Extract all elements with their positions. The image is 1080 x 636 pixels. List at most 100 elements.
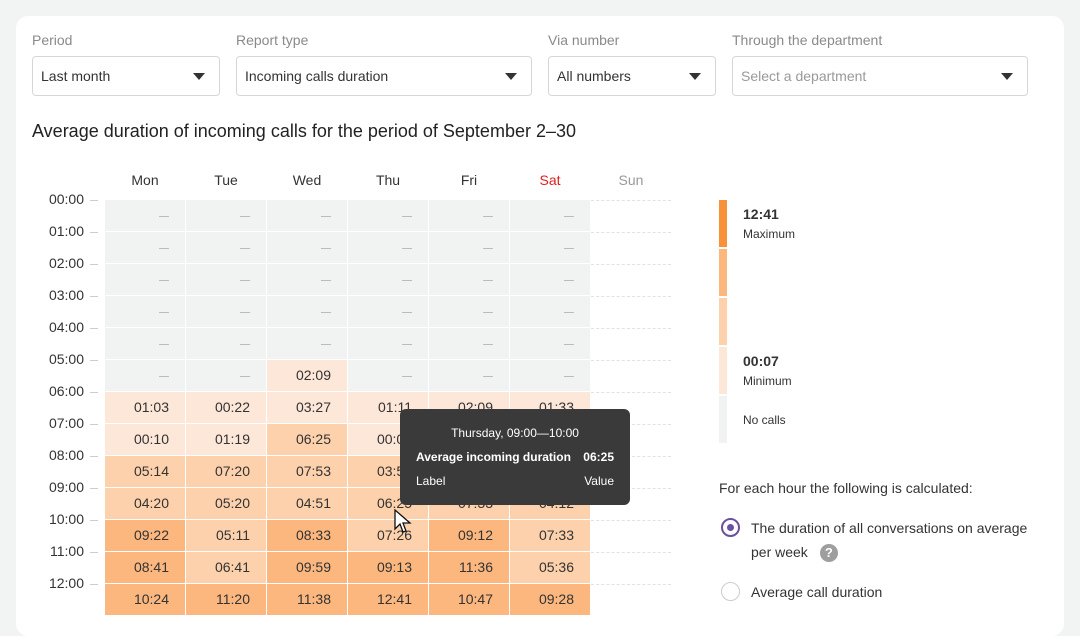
heatmap-cell[interactable] [105, 328, 185, 359]
heatmap-cell[interactable] [348, 328, 428, 359]
no-calls-dash [240, 311, 250, 313]
heatmap-cell[interactable] [105, 264, 185, 295]
heatmap-cell[interactable] [510, 328, 590, 359]
heatmap-cell[interactable] [267, 264, 347, 295]
legend-level-4 [719, 200, 727, 247]
legend-no-calls-label: No calls [743, 413, 786, 427]
help-icon[interactable]: ? [819, 544, 838, 563]
heatmap-cell[interactable] [348, 296, 428, 327]
heatmap-cell[interactable] [267, 232, 347, 263]
hour-label: 12:00 [48, 575, 84, 591]
hour-tick [90, 200, 98, 201]
heatmap-cell[interactable]: 01:03 [105, 392, 185, 423]
legend-max-value: 12:41 [743, 206, 779, 222]
heatmap-cell[interactable]: 01:19 [186, 424, 266, 455]
hour-label: 06:00 [48, 383, 84, 399]
heatmap-cell[interactable]: 09:28 [510, 584, 590, 615]
tooltip: Thursday, 09:00—10:00 Average incoming d… [400, 409, 630, 505]
heatmap-cell[interactable] [105, 296, 185, 327]
heatmap-cell[interactable]: 04:20 [105, 488, 185, 519]
heatmap-cell[interactable]: 07:53 [267, 456, 347, 487]
no-calls-dash [483, 311, 493, 313]
heatmap-cell[interactable]: 11:38 [267, 584, 347, 615]
radio-weekly-average[interactable] [721, 518, 740, 537]
heatmap-cell[interactable] [348, 264, 428, 295]
heatmap-cell[interactable]: 09:59 [267, 552, 347, 583]
heatmap-cell[interactable]: 07:26 [348, 520, 428, 551]
heatmap-cell[interactable] [186, 232, 266, 263]
heatmap-cell[interactable]: 10:24 [105, 584, 185, 615]
heatmap-cell[interactable] [510, 360, 590, 391]
heatmap-cell[interactable] [186, 328, 266, 359]
heatmap-cell[interactable]: 07:33 [510, 520, 590, 551]
no-calls-dash [240, 215, 250, 217]
heatmap-cell[interactable] [348, 200, 428, 231]
heatmap-cell[interactable]: 09:13 [348, 552, 428, 583]
cell-value: 11:36 [459, 559, 493, 575]
day-header-fri: Fri [460, 172, 478, 188]
heatmap-cell[interactable] [105, 232, 185, 263]
heatmap-cell[interactable]: 09:12 [429, 520, 509, 551]
heatmap-cell[interactable]: 07:20 [186, 456, 266, 487]
sunday-gridline [591, 520, 671, 521]
heatmap-cell[interactable]: 05:36 [510, 552, 590, 583]
heatmap-cell[interactable]: 05:20 [186, 488, 266, 519]
heatmap-cell[interactable] [429, 328, 509, 359]
heatmap-cell[interactable]: 05:11 [186, 520, 266, 551]
heatmap-cell[interactable] [429, 296, 509, 327]
heatmap-cell[interactable] [105, 200, 185, 231]
heatmap-cell[interactable]: 12:41 [348, 584, 428, 615]
heatmap-cell[interactable]: 10:47 [429, 584, 509, 615]
cell-value: 11:20 [216, 591, 250, 607]
radio-average-call-duration-label[interactable]: Average call duration [751, 584, 883, 600]
heatmap-cell[interactable] [429, 360, 509, 391]
heatmap-cell[interactable] [267, 296, 347, 327]
cell-value: 11:38 [297, 591, 331, 607]
heatmap-cell[interactable] [186, 200, 266, 231]
heatmap-cell[interactable]: 09:22 [105, 520, 185, 551]
heatmap-cell[interactable]: 02:09 [267, 360, 347, 391]
no-calls-dash [402, 247, 412, 249]
radio-average-call-duration[interactable] [721, 582, 740, 601]
heatmap-cell[interactable] [510, 200, 590, 231]
heatmap-cell[interactable] [186, 264, 266, 295]
heatmap-cell[interactable] [267, 200, 347, 231]
sunday-gridline [591, 584, 671, 585]
sunday-gridline [591, 328, 671, 329]
heatmap-cell[interactable]: 06:41 [186, 552, 266, 583]
period-select[interactable]: Last month [32, 56, 220, 96]
heatmap-cell[interactable] [429, 200, 509, 231]
heatmap-cell[interactable]: 11:36 [429, 552, 509, 583]
heatmap-cell[interactable] [429, 264, 509, 295]
heatmap-cell[interactable]: 04:51 [267, 488, 347, 519]
cell-value: 01:19 [214, 431, 250, 447]
heatmap-cell[interactable]: 08:33 [267, 520, 347, 551]
cell-value: 02:09 [295, 367, 331, 383]
heatmap-cell[interactable]: 00:10 [105, 424, 185, 455]
radio-weekly-average-label[interactable]: The duration of all conversations on ave… [751, 516, 1041, 564]
heatmap-cell[interactable]: 11:20 [186, 584, 266, 615]
heatmap-cell[interactable] [267, 328, 347, 359]
heatmap-cell[interactable]: 05:14 [105, 456, 185, 487]
heatmap-cell[interactable]: 08:41 [105, 552, 185, 583]
department-select[interactable]: Select a department [732, 56, 1028, 96]
heatmap-cell[interactable] [348, 360, 428, 391]
via-number-select[interactable]: All numbers [548, 56, 716, 96]
no-calls-dash [402, 343, 412, 345]
report-type-select[interactable]: Incoming calls duration [236, 56, 532, 96]
heatmap-cell[interactable] [510, 232, 590, 263]
heatmap-cell[interactable]: 06:25 [267, 424, 347, 455]
heatmap-cell[interactable] [186, 296, 266, 327]
heatmap-cell[interactable] [186, 360, 266, 391]
heatmap-cell[interactable] [510, 264, 590, 295]
hour-label: 09:00 [48, 479, 84, 495]
heatmap-cell[interactable] [348, 232, 428, 263]
heatmap-cell[interactable] [510, 296, 590, 327]
day-header-mon: Mon [131, 172, 159, 188]
heatmap-cell[interactable] [105, 360, 185, 391]
sunday-gridline [591, 200, 671, 201]
heatmap-cell[interactable] [429, 232, 509, 263]
heatmap-cell[interactable]: 03:27 [267, 392, 347, 423]
cell-value: 07:53 [295, 463, 331, 479]
heatmap-cell[interactable]: 00:22 [186, 392, 266, 423]
